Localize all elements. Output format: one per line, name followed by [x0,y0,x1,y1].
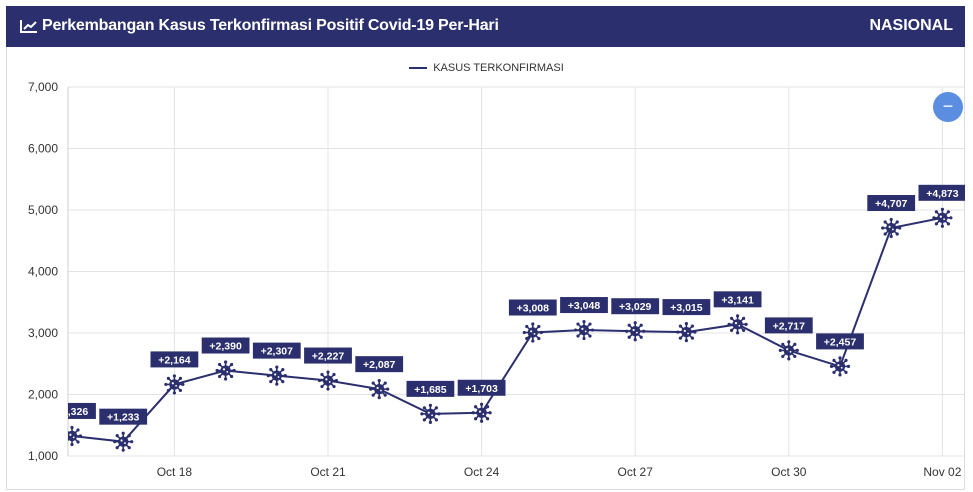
virus-icon [471,402,492,423]
y-tick-label: 6,000 [28,142,58,156]
data-label: +3,141 [721,294,754,306]
data-label: +1,326 [56,406,89,418]
data-label-box [662,299,711,316]
data-label: +2,390 [209,341,242,353]
legend-swatch [409,67,428,70]
chart-legend[interactable]: KASUS TERKONFIRMASI [0,62,973,74]
data-label-box [816,333,864,350]
virus-icon [573,319,595,341]
virus-icon [113,431,134,452]
virus-icon [727,314,748,335]
virus-icon [625,321,646,342]
data-label: +1,703 [465,383,498,395]
data-label: +2,164 [158,354,191,366]
virus-icon [215,360,236,381]
data-label: +2,457 [824,336,857,348]
data-label: +1,233 [107,412,140,424]
data-label: +2,087 [363,359,396,371]
data-label: +4,873 [926,188,959,200]
data-label-box [201,337,250,354]
virus-icon [778,340,799,361]
data-label-box [508,299,557,316]
data-label-box [355,356,404,373]
virus-icon [881,217,902,239]
data-label-box [68,402,96,419]
x-tick-label: Oct 27 [618,465,654,479]
virus-icon [932,207,953,228]
data-label: +3,048 [568,300,601,312]
y-tick-label: 4,000 [28,265,58,279]
y-tick-label: 1,000 [28,449,58,463]
data-label: +4,707 [875,198,908,210]
data-label-box [611,298,660,315]
virus-icon [68,425,83,447]
chart-header: Perkembangan Kasus Terkonfirmasi Positif… [6,6,965,47]
data-label-box [764,317,813,334]
data-label-box [560,297,608,314]
virus-icon [317,370,339,391]
virus-icon [676,321,697,343]
y-tick-label: 7,000 [28,80,58,94]
chart-title: Perkembangan Kasus Terkonfirmasi Positif… [20,17,499,35]
virus-icon [522,322,543,343]
y-tick-label: 2,000 [28,388,58,402]
data-label: +3,029 [619,301,652,313]
data-label-box [304,347,352,364]
series-line [71,216,943,443]
virus-icon [266,365,287,386]
virus-icon [369,379,390,400]
data-label: +2,227 [312,351,345,363]
virus-icon [829,356,851,377]
virus-icon [420,403,441,424]
grid [68,86,965,457]
x-tick-label: Oct 30 [771,465,807,479]
data-label-box [406,380,455,397]
zoom-out-button[interactable]: − [933,92,963,122]
legend-label: KASUS TERKONFIRMASI [433,62,564,74]
x-tick-label: Oct 18 [157,465,193,479]
data-label: +3,008 [517,303,550,315]
data-label: +2,717 [773,320,806,332]
data-label-box [150,351,199,368]
chart-title-text: Perkembangan Kasus Terkonfirmasi Positif… [42,17,499,34]
line-chart-icon [20,20,37,33]
data-label: +2,307 [261,346,294,358]
region-label: NASIONAL [869,17,953,34]
chart-card [6,6,965,490]
y-tick-label: 3,000 [28,326,58,340]
minus-icon: − [942,96,954,116]
data-label: +1,685 [414,384,447,396]
data-label-box [252,342,301,359]
data-label: +3,015 [670,302,703,314]
y-tick-label: 5,000 [28,203,58,217]
data-label-box [457,379,506,396]
x-tick-label: Oct 21 [310,465,346,479]
virus-icon [164,374,185,395]
data-label-box [713,291,762,308]
markers-and-labels: +1,326 +1,233 +2,164 +2,390 +2,307 +2,227 +2,0… [56,184,965,452]
x-tick-label: Oct 24 [464,465,500,479]
data-label-box [918,184,965,201]
data-label-box [99,408,148,425]
data-label-box [867,195,916,212]
x-tick-label: Nov 02 [923,465,961,479]
